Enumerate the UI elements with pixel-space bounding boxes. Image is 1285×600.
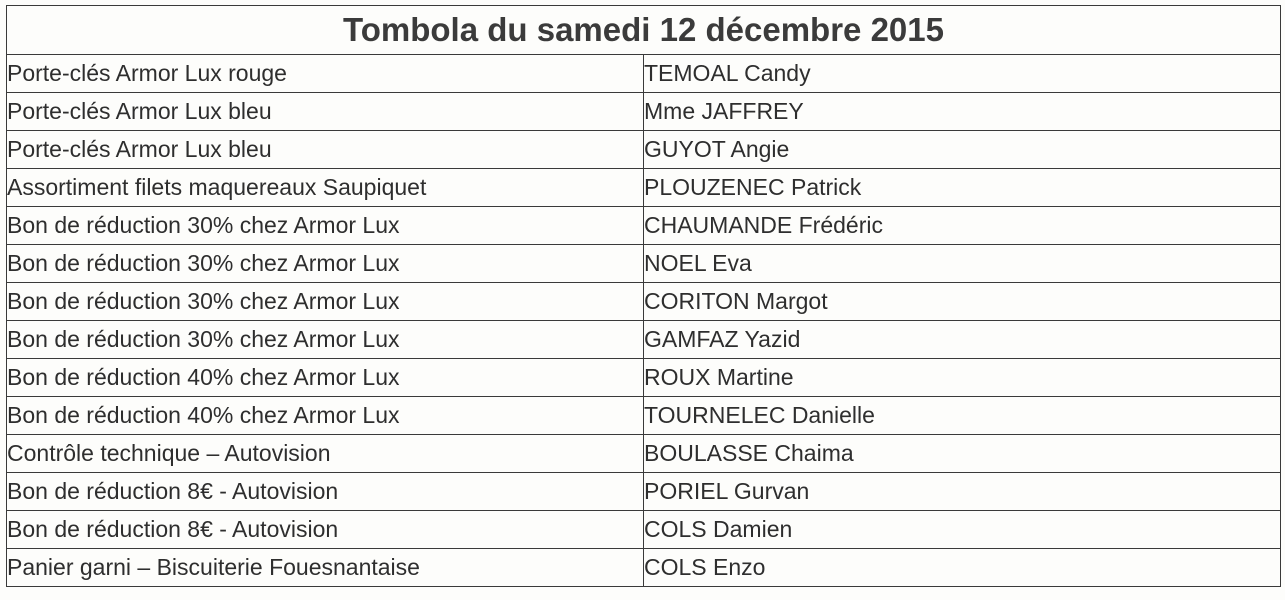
winner-cell: GUYOT Angie	[643, 130, 1281, 169]
table-row: Assortiment filets maquereaux Saupiquet …	[6, 168, 1281, 207]
prize-cell: Bon de réduction 40% chez Armor Lux	[6, 358, 644, 397]
prize-cell: Porte-clés Armor Lux rouge	[6, 54, 644, 93]
winner-cell: PLOUZENEC Patrick	[643, 168, 1281, 207]
lottery-results-table: Tombola du samedi 12 décembre 2015 Porte…	[6, 5, 1281, 587]
prize-cell: Panier garni – Biscuiterie Fouesnantaise	[6, 548, 644, 587]
winner-cell: COLS Damien	[643, 510, 1281, 549]
winner-cell: PORIEL Gurvan	[643, 472, 1281, 511]
winner-cell: NOEL Eva	[643, 244, 1281, 283]
winner-cell: GAMFAZ Yazid	[643, 320, 1281, 359]
table-row: Bon de réduction 8€ - Autovision COLS Da…	[6, 510, 1281, 549]
table-row: Bon de réduction 40% chez Armor Lux TOUR…	[6, 396, 1281, 435]
prize-cell: Bon de réduction 30% chez Armor Lux	[6, 206, 644, 245]
prize-cell: Bon de réduction 30% chez Armor Lux	[6, 244, 644, 283]
winner-cell: BOULASSE Chaima	[643, 434, 1281, 473]
title-row: Tombola du samedi 12 décembre 2015	[6, 5, 1281, 55]
table-row: Bon de réduction 8€ - Autovision PORIEL …	[6, 472, 1281, 511]
prize-cell: Bon de réduction 8€ - Autovision	[6, 510, 644, 549]
prize-cell: Bon de réduction 40% chez Armor Lux	[6, 396, 644, 435]
table-row: Bon de réduction 30% chez Armor Lux NOEL…	[6, 244, 1281, 283]
prize-cell: Bon de réduction 8€ - Autovision	[6, 472, 644, 511]
table-title: Tombola du samedi 12 décembre 2015	[6, 5, 1281, 55]
table-row: Contrôle technique – Autovision BOULASSE…	[6, 434, 1281, 473]
table-row: Bon de réduction 40% chez Armor Lux ROUX…	[6, 358, 1281, 397]
prize-cell: Bon de réduction 30% chez Armor Lux	[6, 282, 644, 321]
table-row: Panier garni – Biscuiterie Fouesnantaise…	[6, 548, 1281, 587]
prize-cell: Assortiment filets maquereaux Saupiquet	[6, 168, 644, 207]
winner-cell: COLS Enzo	[643, 548, 1281, 587]
prize-cell: Porte-clés Armor Lux bleu	[6, 130, 644, 169]
table-row: Bon de réduction 30% chez Armor Lux CORI…	[6, 282, 1281, 321]
table-row: Porte-clés Armor Lux rouge TEMOAL Candy	[6, 54, 1281, 93]
table-row: Porte-clés Armor Lux bleu GUYOT Angie	[6, 130, 1281, 169]
winner-cell: CORITON Margot	[643, 282, 1281, 321]
table-row: Porte-clés Armor Lux bleu Mme JAFFREY	[6, 92, 1281, 131]
prize-cell: Contrôle technique – Autovision	[6, 434, 644, 473]
winner-cell: TEMOAL Candy	[643, 54, 1281, 93]
prize-cell: Porte-clés Armor Lux bleu	[6, 92, 644, 131]
prize-cell: Bon de réduction 30% chez Armor Lux	[6, 320, 644, 359]
winner-cell: ROUX Martine	[643, 358, 1281, 397]
winner-cell: Mme JAFFREY	[643, 92, 1281, 131]
results-body: Porte-clés Armor Lux rouge TEMOAL Candy …	[6, 54, 1281, 587]
winner-cell: CHAUMANDE Frédéric	[643, 206, 1281, 245]
table-row: Bon de réduction 30% chez Armor Lux CHAU…	[6, 206, 1281, 245]
table-row: Bon de réduction 30% chez Armor Lux GAMF…	[6, 320, 1281, 359]
winner-cell: TOURNELEC Danielle	[643, 396, 1281, 435]
